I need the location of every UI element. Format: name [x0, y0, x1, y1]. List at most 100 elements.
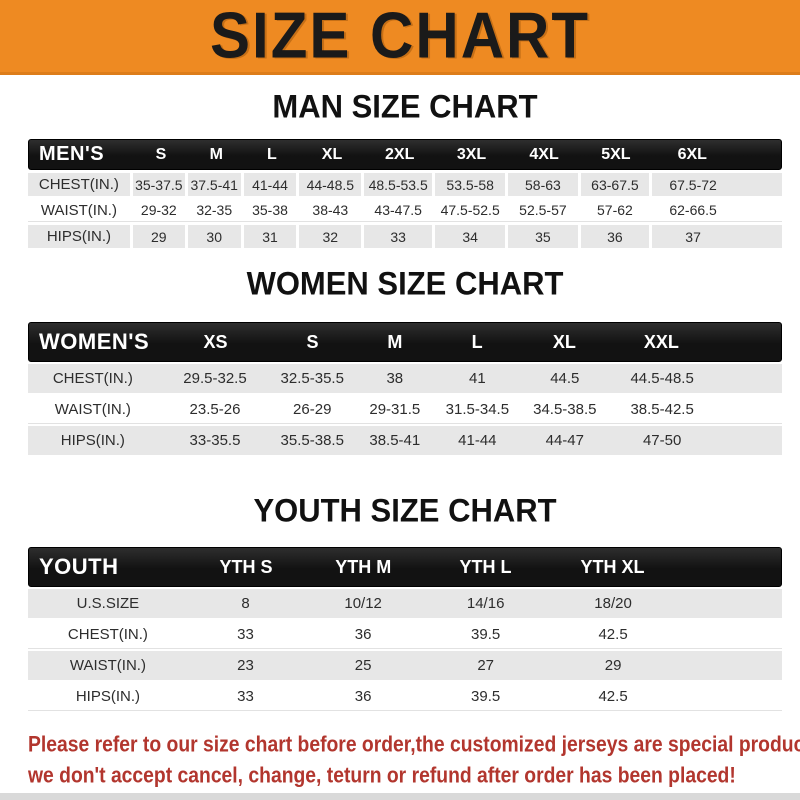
size-value-cell: 53.5-58: [435, 173, 509, 196]
size-value-cell: 29: [132, 225, 188, 248]
men-table-header-bar: MEN'S S M L XL 2XL 3XL 4XL 5XL 6XL: [28, 139, 782, 170]
size-value-cell: 38.5-41: [352, 426, 438, 455]
size-value-cell: 23.5-26: [189, 400, 241, 418]
size-value-cell: 39.5: [471, 687, 501, 705]
size-value-cell: [677, 589, 782, 618]
size-column-header: YTH M: [335, 556, 392, 577]
size-value-cell: 35: [508, 225, 581, 248]
size-column-header: XXL: [643, 331, 679, 352]
women-header-label: WOMEN'S: [39, 329, 150, 354]
youth-table-header-bar: YOUTH YTH S YTH M YTH L YTH XL: [28, 547, 782, 587]
size-value-cell: 8: [187, 589, 304, 618]
row-label: HIPS(IN.): [28, 426, 158, 455]
size-column-header: 3XL: [456, 145, 487, 163]
size-value-cell: 38: [352, 364, 438, 393]
size-value-cell: 25: [303, 651, 424, 680]
size-value-cell: [677, 651, 782, 680]
row-label: HIPS(IN.): [28, 225, 133, 248]
size-value-cell: 34: [435, 225, 509, 248]
size-value-cell: 37: [652, 225, 782, 248]
size-value-cell: 37.5-41: [187, 173, 244, 196]
youth-size-section: YOUTH SIZE CHART YOUTH YTH S YTH M YTH L YT…: [28, 494, 782, 711]
size-value-cell: 14/16: [423, 589, 549, 618]
size-value-cell: 18/20: [548, 589, 678, 618]
footer-note: Please refer to our size chart before or…: [28, 729, 800, 791]
size-value-cell: 30: [187, 225, 244, 248]
size-value-cell: 35-38: [244, 199, 300, 221]
men-section-title: MAN SIZE CHART: [272, 88, 538, 125]
size-value-cell: 33: [237, 625, 254, 643]
size-value-cell: 33: [364, 225, 436, 248]
women-table-rows: CHEST(IN.) 29.5-32.5 32.5-35.5 38 41 44.5 44.5…: [28, 364, 782, 455]
size-column-header: YTH L: [459, 556, 512, 577]
size-column-header: M: [387, 331, 403, 352]
row-label: HIPS(IN.): [75, 687, 140, 705]
size-value-cell: 31: [243, 225, 300, 248]
size-value-cell: 31.5-34.5: [445, 400, 510, 418]
size-chart-banner: SIZE CHART: [0, 0, 800, 75]
footer-line-1: Please refer to our size chart before or…: [28, 732, 800, 757]
size-value-cell: 44.5: [517, 364, 613, 393]
banner-title: SIZE CHART: [210, 0, 590, 72]
bottom-divider-strip: [0, 793, 800, 800]
size-value-cell: 35-37.5: [132, 173, 188, 196]
size-value-cell: 27: [423, 651, 549, 680]
size-column-header: YTH XL: [580, 556, 645, 577]
size-column-header: XL: [321, 145, 343, 163]
size-column-header: 2XL: [385, 145, 415, 163]
size-value-cell: 47.5-52.5: [435, 199, 509, 221]
size-value-cell: 44.5-48.5: [612, 364, 782, 393]
size-value-cell: 29-31.5: [369, 400, 421, 418]
size-value-cell: 43-47.5: [364, 199, 436, 221]
table-row: HIPS(IN.) 33 36 39.5 42.5: [28, 682, 782, 711]
size-value-cell: [678, 682, 782, 710]
footer-line-2: we don't accept cancel, change, teturn o…: [28, 763, 736, 788]
size-value-cell: 48.5-53.5: [364, 173, 436, 196]
size-column-header: M: [209, 145, 223, 163]
size-column-header: S: [155, 145, 167, 163]
table-row: WAIST(IN.) 29-32 32-35 35-38 38-43 43-47.5 47.…: [28, 199, 782, 222]
size-value-cell: [678, 620, 782, 648]
table-row: CHEST(IN.) 29.5-32.5 32.5-35.5 38 41 44.5 44.5…: [28, 364, 782, 393]
size-value-cell: 57-62: [581, 199, 653, 221]
table-row: CHEST(IN.) 33 36 39.5 42.5: [28, 620, 782, 649]
size-value-cell: 29-32: [133, 199, 188, 221]
size-value-cell: 33: [237, 687, 254, 705]
size-value-cell: 67.5-72: [652, 173, 782, 196]
size-value-cell: 63-67.5: [580, 173, 653, 196]
youth-header-label: YOUTH: [39, 554, 119, 579]
size-value-cell: 47-50: [612, 426, 782, 455]
size-value-cell: 42.5: [598, 625, 628, 643]
table-row: WAIST(IN.) 23 25 27 29: [28, 651, 782, 680]
row-label: CHEST(IN.): [28, 364, 158, 393]
women-size-section: WOMEN SIZE CHART WOMEN'S XS S M L XL XXL CHES…: [28, 267, 782, 455]
row-label: CHEST(IN.): [28, 173, 133, 196]
men-table-rows: CHEST(IN.) 35-37.5 37.5-41 41-44 44-48.5 48.5…: [28, 173, 782, 248]
size-value-cell: 44-47: [517, 426, 613, 455]
size-value-cell: 52.5-57: [508, 199, 581, 221]
table-row: HIPS(IN.) 29 30 31 32 33 34 35 36 37: [28, 225, 782, 248]
size-column-header: XS: [203, 331, 228, 352]
size-value-cell: 58-63: [508, 173, 581, 196]
row-label: WAIST(IN.): [28, 651, 188, 680]
size-column-header: L: [471, 331, 483, 352]
men-header-label: MEN'S: [39, 143, 105, 165]
row-label: CHEST(IN.): [67, 625, 148, 643]
men-size-section: MAN SIZE CHART MEN'S S M L XL 2XL 3XL 4XL 5XL 6X…: [28, 88, 782, 248]
size-value-cell: 34.5-38.5: [533, 400, 597, 418]
size-value-cell: 36: [580, 225, 653, 248]
size-value-cell: 35.5-38.5: [272, 426, 353, 455]
size-column-header: XL: [552, 331, 576, 352]
size-value-cell: 23: [187, 651, 304, 680]
size-value-cell: 42.5: [598, 687, 628, 705]
size-column-header: L: [266, 145, 277, 163]
size-column-header: 4XL: [529, 145, 559, 163]
size-column-header: S: [306, 331, 319, 352]
row-label: WAIST(IN.): [54, 400, 131, 418]
row-label: U.S.SIZE: [28, 589, 188, 618]
size-value-cell: 39.5: [471, 625, 501, 643]
size-value-cell: 33-35.5: [157, 426, 273, 455]
size-column-header: 6XL: [677, 145, 707, 163]
table-row: U.S.SIZE 8 10/12 14/16 18/20: [28, 589, 782, 618]
size-value-cell: 29: [548, 651, 678, 680]
